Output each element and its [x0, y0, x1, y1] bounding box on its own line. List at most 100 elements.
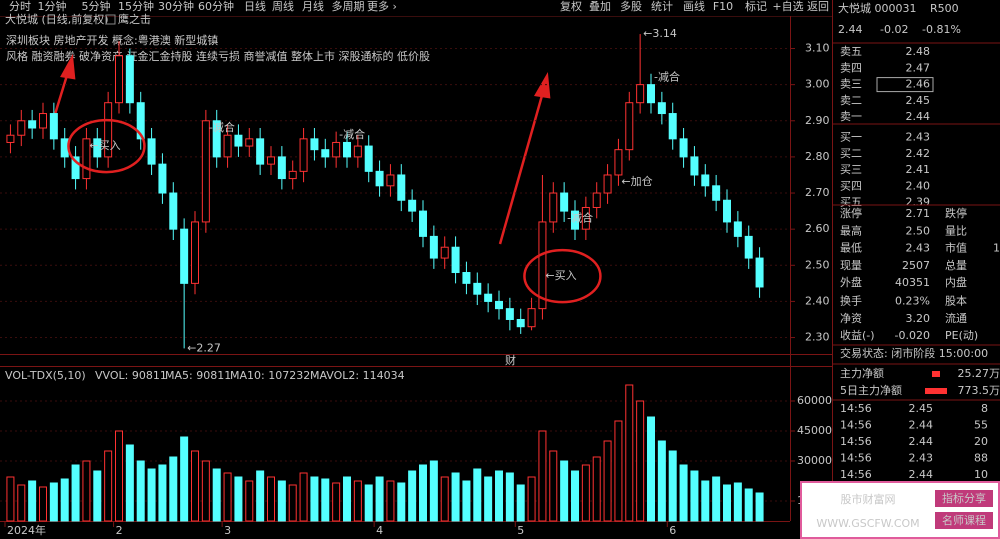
volume-bar: [723, 484, 731, 522]
toolbar-item[interactable]: 60分钟: [198, 0, 234, 13]
volume-bar: [115, 430, 123, 522]
order-price: 2.48: [906, 45, 931, 58]
x-tick-label: 2: [116, 524, 123, 537]
toolbar-item[interactable]: 月线: [302, 0, 324, 13]
volume-bar: [332, 482, 341, 522]
candle-body: [332, 141, 341, 158]
volume-legend: MAVOL2: 114034: [310, 369, 405, 382]
candle-body: [451, 246, 460, 274]
order-price: 2.46: [906, 78, 931, 91]
y-tick-label: 2.70: [805, 186, 830, 199]
volume-bar: [495, 470, 503, 522]
volume-bar: [571, 470, 579, 522]
button-label[interactable]: 名师课程: [942, 513, 986, 527]
candle-body: [538, 221, 547, 310]
toolbar-item[interactable]: 返回: [807, 0, 829, 13]
candle-body: [49, 113, 58, 140]
toolbar-item[interactable]: 标记: [745, 0, 767, 13]
button[interactable]: [935, 490, 993, 507]
indicator-name: 鹰之击: [118, 12, 151, 26]
volume-bar: [614, 420, 623, 522]
x-tick-label: 5: [517, 524, 524, 537]
volume-bar: [484, 476, 493, 522]
flow-label: 主力净额: [840, 366, 884, 380]
order-price: 2.40: [906, 179, 931, 192]
volume-bar: [473, 468, 482, 522]
arrows: [50, 53, 551, 245]
volume-bar: [39, 486, 47, 522]
candle-body: [668, 113, 677, 140]
tick-time: 14:56: [840, 402, 872, 415]
annotation: ←3.14: [643, 27, 677, 40]
toolbar-item[interactable]: 30分钟: [158, 0, 194, 13]
volume-bar: [733, 482, 742, 522]
volume-bar: [93, 470, 102, 522]
volume-bar: [429, 460, 438, 522]
volume-bar: [679, 464, 688, 522]
volume-bar: [201, 460, 210, 522]
volume-bar: [581, 464, 590, 522]
stat-cell: 总量: [945, 258, 967, 272]
toolbar-item[interactable]: 更多 ›: [367, 0, 397, 13]
stat-cell: PE(动): [945, 329, 978, 342]
candle-body: [516, 318, 525, 328]
candle-body: [343, 141, 351, 158]
volume-bar: [288, 484, 297, 522]
toolbar-item[interactable]: 5分钟: [82, 0, 111, 13]
volume-bar: [560, 460, 569, 522]
flow-bar: [932, 371, 940, 377]
candle-body: [429, 235, 438, 259]
highlight-circle: [523, 248, 602, 304]
toolbar-item[interactable]: 日线: [244, 0, 266, 13]
button-label[interactable]: 指标分享: [942, 491, 986, 505]
candle-body: [419, 210, 427, 237]
order-label: 卖五: [840, 45, 862, 58]
toolbar-item[interactable]: 多股: [620, 0, 642, 13]
stat-cell: 2.50: [906, 224, 931, 237]
toolbar-item[interactable]: 叠加: [589, 0, 611, 13]
annotation: -减合: [567, 210, 593, 224]
toolbar-item[interactable]: +自选: [772, 0, 803, 13]
toolbar-item[interactable]: 统计: [651, 0, 673, 13]
candle-body: [104, 102, 113, 158]
candle-body: [603, 174, 612, 194]
flow-value: 773.5万: [958, 384, 1000, 397]
candle-body: [28, 120, 37, 129]
stat-cell: 最高: [840, 223, 862, 237]
candle-body: [180, 228, 189, 284]
y-tick-label: 2.30: [805, 331, 830, 344]
volume-bar: [147, 468, 156, 522]
volume-bar: [647, 416, 655, 522]
stat-cell: 市值: [945, 241, 967, 255]
toolbar-item[interactable]: 复权: [560, 0, 582, 13]
annotation: ←2.27: [187, 341, 221, 354]
volume-bar: [419, 464, 427, 522]
volume-bar: [277, 480, 286, 522]
toolbar-item[interactable]: 周线: [272, 0, 294, 13]
volume-bar: [310, 476, 319, 522]
candle-body: [125, 55, 134, 104]
volume-bar: [408, 470, 417, 522]
badge: R500: [930, 2, 959, 15]
volume-bar: [28, 480, 37, 522]
toolbar-item[interactable]: 15分钟: [118, 0, 154, 13]
toolbar-item[interactable]: 1分钟: [38, 0, 67, 13]
candle-body: [755, 257, 764, 288]
toolbar-item[interactable]: 画线: [683, 0, 705, 13]
toolbar-item[interactable]: 多周期: [332, 0, 365, 13]
x-tick-label: 2024年: [7, 523, 46, 537]
stat-cell: 收益(-): [840, 328, 875, 342]
y-tick-label: 2.40: [805, 294, 830, 307]
toolbar-item[interactable]: F10: [713, 0, 733, 13]
toolbar-item[interactable]: 分时: [9, 0, 31, 13]
stat-cell: 内盘: [945, 275, 967, 289]
button[interactable]: [935, 512, 993, 529]
candle-body: [397, 174, 406, 201]
y-tick-label: 45000: [797, 424, 832, 437]
stock-name: 大悦城 000031: [838, 1, 917, 15]
volume-bar: [636, 400, 645, 522]
watermark-url: WWW.GSCFW.COM: [816, 517, 919, 530]
annotation: -减合: [654, 69, 680, 83]
volume-bar: [343, 476, 351, 522]
